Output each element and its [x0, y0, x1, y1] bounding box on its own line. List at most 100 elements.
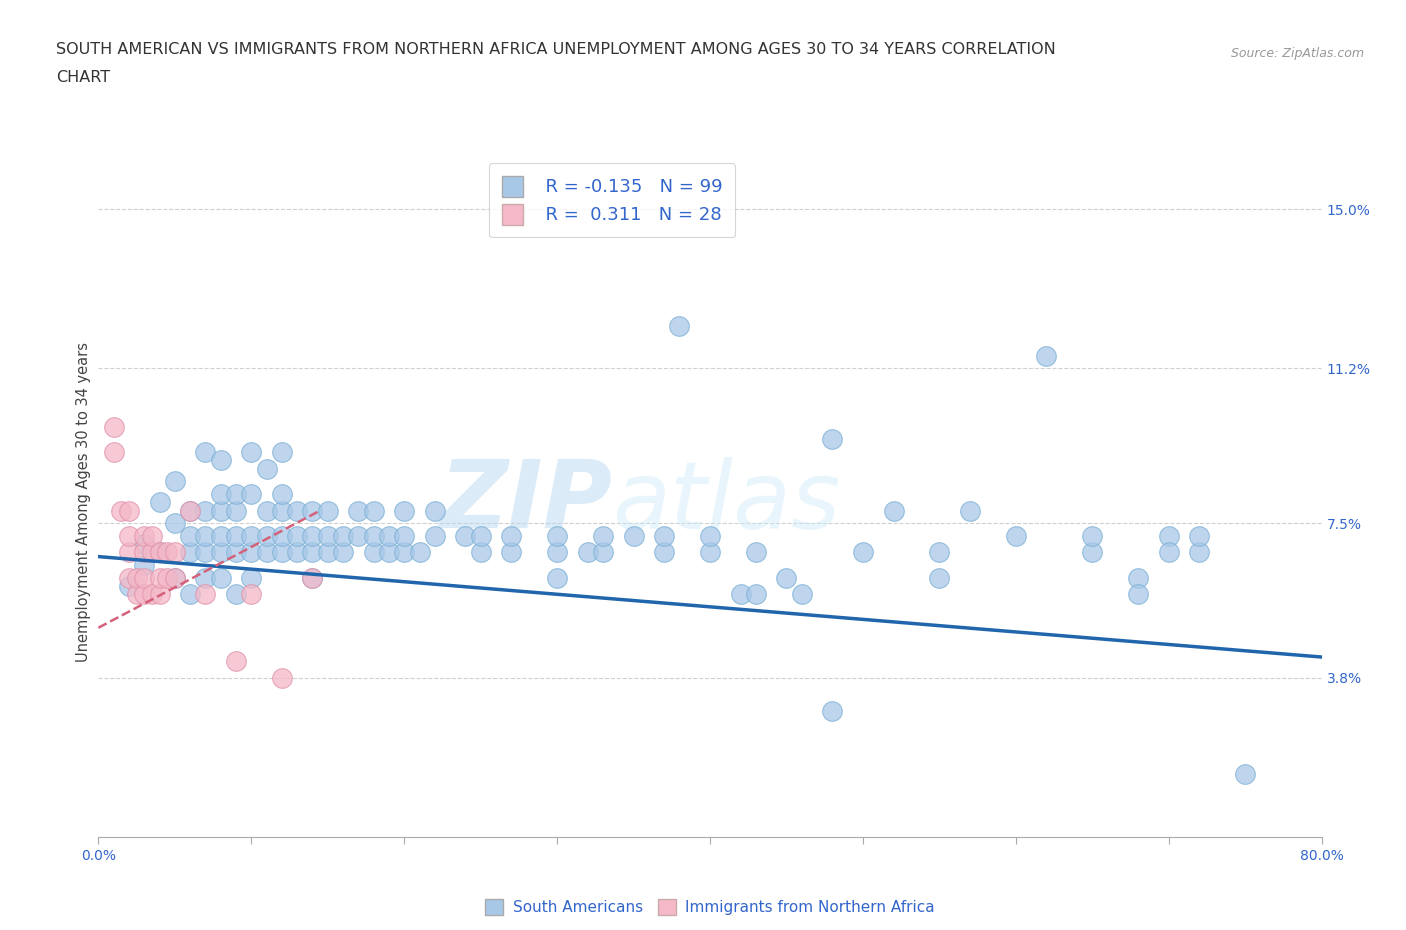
Point	[454, 528, 477, 543]
Point	[163, 545, 186, 560]
Point	[149, 570, 172, 585]
Point	[141, 528, 163, 543]
Point	[118, 570, 141, 585]
Point	[270, 528, 292, 543]
Point	[1157, 528, 1180, 543]
Point	[332, 545, 354, 560]
Point	[209, 503, 232, 518]
Point	[194, 445, 217, 459]
Point	[240, 570, 263, 585]
Point	[156, 570, 179, 585]
Point	[134, 587, 156, 602]
Point	[163, 570, 186, 585]
Point	[149, 545, 172, 560]
Point	[194, 545, 217, 560]
Point	[285, 545, 308, 560]
Point	[301, 503, 323, 518]
Point	[240, 528, 263, 543]
Point	[179, 503, 201, 518]
Point	[240, 587, 263, 602]
Point	[699, 545, 721, 560]
Point	[623, 528, 645, 543]
Point	[118, 578, 141, 593]
Point	[103, 419, 125, 434]
Point	[103, 445, 125, 459]
Point	[1004, 528, 1026, 543]
Point	[1128, 587, 1150, 602]
Point	[270, 671, 292, 685]
Point	[546, 570, 568, 585]
Point	[546, 545, 568, 560]
Point	[134, 558, 156, 573]
Point	[501, 545, 523, 560]
Point	[668, 319, 690, 334]
Point	[1188, 528, 1211, 543]
Text: SOUTH AMERICAN VS IMMIGRANTS FROM NORTHERN AFRICA UNEMPLOYMENT AMONG AGES 30 TO : SOUTH AMERICAN VS IMMIGRANTS FROM NORTHE…	[56, 42, 1056, 57]
Point	[256, 528, 278, 543]
Point	[821, 704, 844, 719]
Point	[501, 528, 523, 543]
Point	[134, 570, 156, 585]
Point	[470, 528, 492, 543]
Point	[141, 587, 163, 602]
Point	[179, 503, 201, 518]
Point	[1081, 545, 1104, 560]
Point	[959, 503, 981, 518]
Point	[332, 528, 354, 543]
Point	[209, 453, 232, 468]
Point	[392, 503, 416, 518]
Point	[225, 486, 247, 501]
Point	[194, 570, 217, 585]
Point	[225, 587, 247, 602]
Point	[141, 545, 163, 560]
Point	[285, 528, 308, 543]
Point	[179, 528, 201, 543]
Point	[790, 587, 813, 602]
Point	[134, 537, 156, 551]
Point	[301, 545, 323, 560]
Point	[363, 503, 385, 518]
Point	[240, 445, 263, 459]
Point	[392, 528, 416, 543]
Point	[883, 503, 905, 518]
Point	[163, 570, 186, 585]
Point	[134, 528, 156, 543]
Point	[316, 545, 339, 560]
Text: atlas: atlas	[612, 457, 841, 548]
Point	[225, 503, 247, 518]
Point	[156, 545, 179, 560]
Point	[730, 587, 752, 602]
Point	[821, 432, 844, 447]
Legend: South Americans, Immigrants from Northern Africa: South Americans, Immigrants from Norther…	[478, 892, 942, 923]
Point	[378, 528, 401, 543]
Point	[1157, 545, 1180, 560]
Point	[285, 503, 308, 518]
Point	[576, 545, 599, 560]
Point	[194, 587, 217, 602]
Point	[592, 528, 614, 543]
Point	[745, 587, 768, 602]
Point	[179, 545, 201, 560]
Point	[363, 545, 385, 560]
Point	[408, 545, 430, 560]
Point	[209, 545, 232, 560]
Point	[378, 545, 401, 560]
Point	[209, 570, 232, 585]
Point	[423, 528, 446, 543]
Point	[423, 503, 446, 518]
Point	[149, 495, 172, 510]
Point	[775, 570, 797, 585]
Point	[110, 503, 132, 518]
Text: CHART: CHART	[56, 70, 110, 85]
Point	[225, 654, 247, 669]
Point	[745, 545, 768, 560]
Point	[256, 503, 278, 518]
Point	[118, 528, 141, 543]
Point	[928, 545, 950, 560]
Text: ZIP: ZIP	[439, 457, 612, 548]
Point	[149, 545, 172, 560]
Point	[194, 503, 217, 518]
Point	[256, 461, 278, 476]
Point	[125, 570, 148, 585]
Point	[163, 474, 186, 489]
